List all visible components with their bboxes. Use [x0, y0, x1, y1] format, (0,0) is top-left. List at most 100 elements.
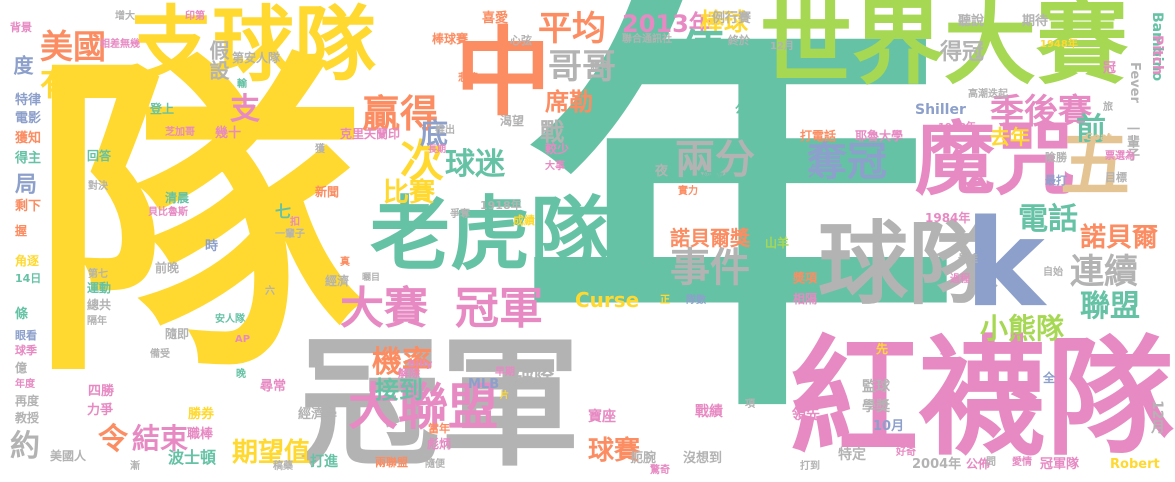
word-meiguo: 美國 — [40, 27, 106, 66]
word-xiangchawuji: 增大 — [115, 11, 135, 22]
word-liangliansheng: 兩聯盟 — [375, 456, 408, 469]
word-boshidun: 波士頓 — [168, 448, 217, 467]
word-qi: 七 — [275, 202, 292, 221]
word-xunchang: 曬目 — [362, 273, 381, 283]
word-lingxian: 領先 — [792, 407, 820, 423]
word-2004: 2004年 — [912, 457, 962, 472]
word-beishou: 真 — [340, 257, 350, 268]
word-meiguoren: 美國人 — [50, 449, 87, 463]
word-qingchen: 清晨 — [165, 191, 190, 205]
word-cha: 山羊 — [765, 236, 790, 250]
word-dajin: 打進 — [310, 454, 338, 470]
word-lianhetongxunshe: 聯合通訊社 — [622, 34, 672, 45]
word-pochu: 破除 — [514, 366, 554, 390]
word-ju: 局 — [11, 172, 36, 194]
word-jiedao: 接到 — [375, 376, 423, 404]
word-yindi: 稿藥 — [273, 461, 293, 472]
word-tingshuo: 聽說 — [958, 14, 985, 29]
word-niandu: 年度 — [15, 379, 35, 390]
word-lixingsai: 例行賽 — [712, 11, 752, 26]
word-dianrendui: 印第 — [185, 11, 205, 22]
word-ye: 夜 — [655, 164, 669, 179]
word-di: 底 — [420, 117, 449, 150]
word-lv: 最打 — [1045, 174, 1067, 187]
word-quan: 過程 — [950, 274, 970, 285]
word-yankan: 眼看 — [15, 329, 37, 342]
word-ewan: 扼腕 — [630, 451, 657, 466]
word-naohai: Fever — [1127, 62, 1142, 103]
word-yelu: 耶魯大學 — [855, 129, 904, 143]
word-chengji: 成績 — [513, 214, 535, 227]
word-1918: 1918年 — [480, 199, 522, 212]
word-shi: 時 — [205, 239, 219, 254]
word-zaoqi: 晚 — [236, 369, 246, 380]
word-duoguan: 奪冠 — [807, 139, 887, 185]
word-haoqi: 早期 — [495, 367, 515, 378]
word-billy: 安人隊 — [215, 314, 245, 325]
word-zengda: 體育 — [590, 61, 610, 72]
word-mlb: MLB — [468, 377, 500, 392]
word-mubiao: 目標 — [1105, 171, 1127, 184]
word-sisheng: 四勝 — [88, 384, 115, 399]
word-mozhou: 魔咒 — [915, 113, 1075, 206]
word-dengshang: 登上 — [150, 102, 175, 116]
word-jiashe: 假設 — [206, 40, 230, 80]
word-jiangxiang: 獎項 — [793, 271, 818, 285]
word-beijing: 背景 — [10, 21, 32, 34]
word-xiansheng: 險勝 — [1045, 151, 1067, 164]
word-bambino: AP — [235, 334, 251, 345]
word-10yue: 10月 — [873, 419, 905, 434]
word-beiqing: 悲情 — [458, 73, 478, 84]
word-zhiqiudui: 支球隊 — [130, 0, 377, 93]
word-jiaozhu: 角逐 — [15, 254, 40, 268]
word-jingqi: 問 — [986, 457, 996, 468]
word-xiai: 喜愛 — [482, 11, 509, 26]
word-shijiedasai: 世界大賽 — [760, 0, 1129, 97]
word-zhong: 中 — [455, 17, 551, 129]
word-huancheng: 自始 — [1043, 267, 1063, 278]
word-qiusai: 球賽 — [588, 436, 641, 466]
word-ci: 次 — [400, 136, 444, 187]
word-guanjun-small: 冠軍 — [455, 283, 543, 334]
word-jihousai: 季後賽 — [990, 92, 1092, 132]
word-shili: 芝加哥 — [165, 127, 195, 138]
word-qiwangzhi: 期望值 — [232, 438, 311, 468]
word-meixiangdao: 沒想到 — [683, 451, 723, 466]
word-li: 例 — [740, 79, 754, 95]
word-wo: 握 — [15, 224, 28, 238]
word-bisai: 比賽 — [383, 178, 436, 208]
word-qunian: 去年 — [990, 125, 1030, 149]
word-1948: 高潮迭起 — [968, 89, 1008, 100]
word-dangnian: 當年 — [428, 422, 450, 435]
word-telv: 特律 — [15, 93, 42, 108]
word-zheng: 較少 — [545, 142, 570, 156]
word-xuejiang: 學獎 — [862, 399, 890, 415]
word-fei: Bambino — [1149, 12, 1165, 82]
word-qian: 前 — [1076, 112, 1106, 147]
word-gaoyao: 打到 — [800, 461, 820, 472]
word-zhijiage: 獲 — [315, 144, 325, 155]
word-liansheng: 聯盟 — [1080, 289, 1140, 324]
word-hongwadui: 紅襪隊 — [790, 324, 1175, 473]
word-deguan: 得冠 — [940, 40, 985, 65]
word-qiumi: 球迷 — [445, 147, 505, 182]
word-shiller: Shiller — [915, 102, 966, 118]
word-tiao: 條 — [15, 307, 29, 322]
word-daliansheng: 大聯盟 — [348, 378, 498, 436]
word-tuichu: 相差無幾 — [100, 39, 140, 50]
word-dasai: 大賽 — [340, 283, 428, 334]
word-12yue: 旅 — [1103, 102, 1113, 113]
word-duijue: 對決 — [88, 181, 108, 192]
word-kelifulanyin: 長期 — [428, 145, 447, 155]
word-zaidu: 再度 — [15, 394, 40, 408]
word-jilv: 機率 — [372, 345, 432, 380]
word-dezhu: 得主 — [15, 151, 42, 166]
word-huo: 推出 — [435, 125, 455, 136]
word-qiudui: 球隊 — [818, 212, 998, 317]
word-changqi: 輸 — [237, 79, 247, 90]
word-xiangge: 相隔 — [793, 292, 818, 306]
word-liu: 億 — [15, 361, 28, 375]
word-xile: 席勒 — [545, 88, 593, 116]
word-dadao: 愛情 — [1012, 457, 1032, 468]
